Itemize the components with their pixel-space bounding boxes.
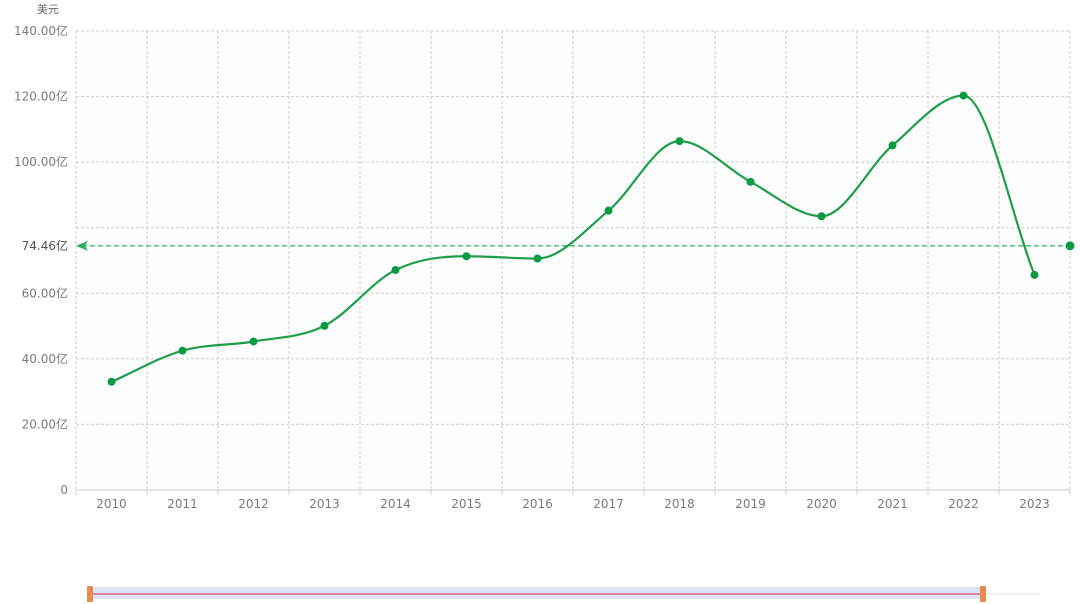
data-point[interactable]: [959, 91, 968, 100]
axes: [75, 489, 1071, 495]
y-tick-label: 40.00亿: [22, 351, 68, 366]
x-tick-labels: 2010 2011 2012 2013 2014 2015 2016 2017 2018 2019…: [96, 497, 1050, 511]
y-axis-unit-label: 美元: [37, 3, 59, 16]
x-tick-label: 2015: [451, 497, 482, 511]
x-tick-label: 2010: [96, 497, 127, 511]
x-tick-label: 2012: [238, 497, 269, 511]
data-point[interactable]: [746, 177, 755, 186]
series-points[interactable]: [107, 91, 1039, 386]
x-tick-label: 2016: [522, 497, 553, 511]
x-tick-label: 2018: [664, 497, 695, 511]
zoom-selected-range[interactable]: [90, 587, 983, 599]
y-tick-label: 60.00亿: [22, 285, 68, 300]
average-line-end-marker: [1065, 241, 1075, 251]
x-tick-label: 2021: [877, 497, 908, 511]
x-tick-label: 2019: [735, 497, 766, 511]
x-tick-label: 2011: [167, 497, 198, 511]
data-point[interactable]: [888, 141, 897, 150]
x-tick-label: 2023: [1019, 497, 1050, 511]
data-point[interactable]: [817, 212, 826, 221]
data-point[interactable]: [533, 254, 542, 263]
y-tick-label: 120.00亿: [14, 89, 68, 104]
average-value-label: 74.46亿: [22, 238, 68, 253]
y-tick-label: 20.00亿: [22, 416, 68, 431]
zoom-handle-right[interactable]: [980, 586, 986, 602]
data-zoom-slider[interactable]: [87, 586, 1040, 602]
average-line-arrow: [76, 240, 88, 251]
x-tick-label: 2020: [806, 497, 837, 511]
zoom-handle-left[interactable]: [87, 586, 93, 602]
x-tick-label: 2017: [593, 497, 624, 511]
data-point[interactable]: [249, 337, 258, 346]
y-tick-label: 100.00亿: [14, 154, 68, 169]
data-point[interactable]: [320, 321, 329, 330]
data-point[interactable]: [107, 377, 116, 386]
data-point[interactable]: [178, 346, 187, 355]
data-point[interactable]: [604, 206, 613, 215]
y-tick-label: 0: [60, 483, 68, 497]
data-point[interactable]: [1030, 270, 1039, 279]
x-tick-label: 2022: [948, 497, 979, 511]
y-tick-labels: 0 20.00亿 40.00亿 60.00亿 100.00亿 120.00亿 140.00亿: [14, 23, 68, 497]
x-tick-label: 2014: [380, 497, 411, 511]
y-tick-label: 140.00亿: [14, 23, 68, 38]
average-line-group: 74.46亿: [22, 238, 1075, 253]
data-point[interactable]: [675, 137, 684, 146]
x-tick-label: 2013: [309, 497, 340, 511]
data-point[interactable]: [462, 252, 471, 261]
data-point[interactable]: [391, 266, 400, 275]
